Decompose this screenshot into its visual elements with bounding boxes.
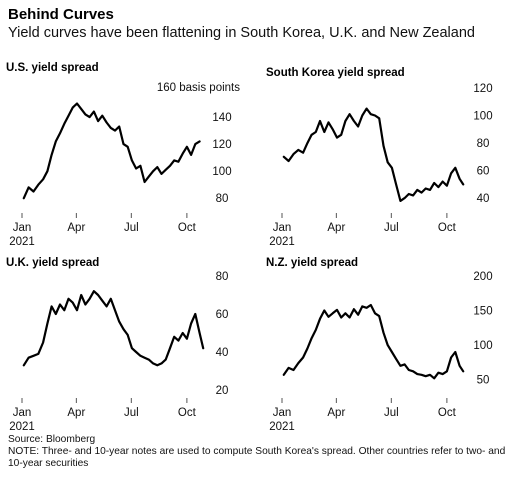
x-tick-label: Oct bbox=[178, 407, 197, 419]
y-tick-label: 80 bbox=[216, 271, 229, 283]
y-tick-label: 20 bbox=[216, 385, 229, 397]
chart-title: Behind Curves bbox=[8, 6, 114, 23]
y-tick-label: 120 bbox=[473, 83, 492, 95]
chart-footer: Source: Bloomberg NOTE: Three- and 10-ye… bbox=[8, 434, 513, 470]
y-tick-label: 60 bbox=[216, 309, 229, 321]
series-line bbox=[282, 107, 465, 202]
chart-header: Behind Curves Yield curves have been fla… bbox=[8, 6, 513, 42]
y-tick-label: 40 bbox=[477, 193, 490, 205]
y-tick-label: 100 bbox=[212, 166, 231, 178]
x-tick-label: Jan bbox=[13, 407, 32, 419]
x-tick-label: Oct bbox=[438, 407, 457, 419]
panel-title: N.Z. yield spread bbox=[266, 257, 358, 269]
x-year-label: 2021 bbox=[269, 236, 295, 248]
x-tick-label: Jan bbox=[13, 222, 32, 234]
series-line bbox=[22, 102, 201, 200]
panel-title: South Korea yield spread bbox=[266, 67, 405, 79]
x-tick-label: Jul bbox=[124, 222, 139, 234]
unit-label: 160 basis points bbox=[157, 82, 240, 94]
methodology-note: NOTE: Three- and 10-year notes are used … bbox=[8, 446, 506, 469]
y-tick-label: 80 bbox=[477, 138, 490, 150]
x-year-label: 2021 bbox=[9, 236, 35, 248]
x-tick-label: Jan bbox=[273, 222, 292, 234]
x-tick-label: Jan bbox=[273, 407, 292, 419]
y-tick-label: 100 bbox=[473, 340, 492, 352]
y-tick-label: 140 bbox=[212, 112, 231, 124]
chart-subtitle: Yield curves have been flattening in Sou… bbox=[8, 25, 475, 41]
x-year-label: 2021 bbox=[9, 421, 35, 433]
x-tick-label: Apr bbox=[67, 222, 85, 234]
x-tick-label: Jul bbox=[384, 407, 399, 419]
y-tick-label: 120 bbox=[212, 139, 231, 151]
x-tick-label: Apr bbox=[67, 407, 85, 419]
y-tick-label: 40 bbox=[216, 347, 229, 359]
x-tick-label: Jul bbox=[384, 222, 399, 234]
y-tick-label: 150 bbox=[473, 306, 492, 318]
y-tick-label: 100 bbox=[473, 111, 492, 123]
x-tick-label: Oct bbox=[438, 222, 457, 234]
x-tick-label: Apr bbox=[327, 407, 345, 419]
y-tick-label: 80 bbox=[216, 193, 229, 205]
x-tick-label: Oct bbox=[178, 222, 197, 234]
series-line bbox=[282, 303, 465, 380]
source-note: Source: Bloomberg bbox=[8, 434, 96, 445]
x-year-label: 2021 bbox=[269, 421, 295, 433]
y-tick-label: 50 bbox=[477, 375, 490, 387]
y-tick-label: 200 bbox=[473, 271, 492, 283]
x-tick-label: Jul bbox=[124, 407, 139, 419]
panel-title: U.S. yield spread bbox=[6, 62, 99, 74]
series-line bbox=[22, 290, 205, 367]
x-tick-label: Apr bbox=[327, 222, 345, 234]
y-tick-label: 60 bbox=[477, 166, 490, 178]
panel-title: U.K. yield spread bbox=[6, 257, 99, 269]
